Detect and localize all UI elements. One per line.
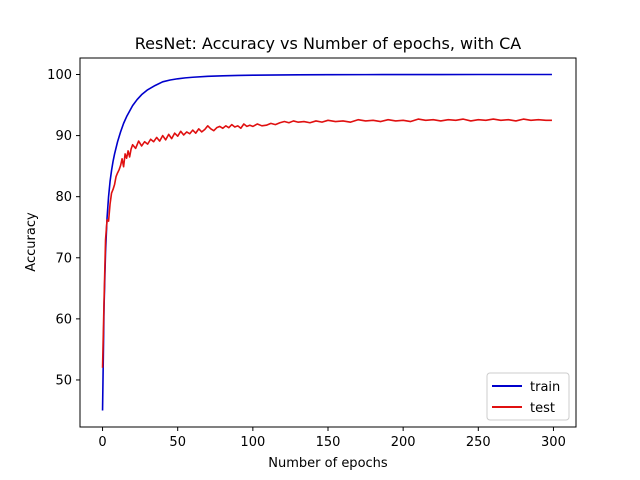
legend-label-test: test xyxy=(530,401,555,416)
x-axis-label: Number of epochs xyxy=(268,456,388,471)
legend-label-train: train xyxy=(530,380,560,395)
chart-title: ResNet: Accuracy vs Number of epochs, wi… xyxy=(135,34,521,53)
x-tick-label: 150 xyxy=(316,435,341,450)
legend: train test xyxy=(486,372,570,421)
x-tick-label: 50 xyxy=(169,435,186,450)
y-tick-label: 70 xyxy=(55,251,72,266)
x-tick-label: 250 xyxy=(466,435,491,450)
x-tick-label: 100 xyxy=(240,435,265,450)
x-tick-label: 0 xyxy=(98,435,106,450)
series-line-test xyxy=(101,118,552,368)
legend-box xyxy=(486,372,570,421)
x-tick-label: 300 xyxy=(541,435,566,450)
y-tick-label: 100 xyxy=(47,68,72,83)
y-tick-label: 80 xyxy=(55,190,72,205)
y-axis-label: Accuracy xyxy=(24,212,39,272)
x-tick-label: 200 xyxy=(391,435,416,450)
series-layer xyxy=(101,73,552,411)
y-tick-label: 90 xyxy=(55,129,72,144)
ticks-layer: 0 50 100 150 200 250 300 50 60 70 80 90 100 xyxy=(47,68,566,450)
series-line-train xyxy=(101,73,552,411)
y-tick-label: 60 xyxy=(55,312,72,327)
y-tick-label: 50 xyxy=(55,373,72,388)
